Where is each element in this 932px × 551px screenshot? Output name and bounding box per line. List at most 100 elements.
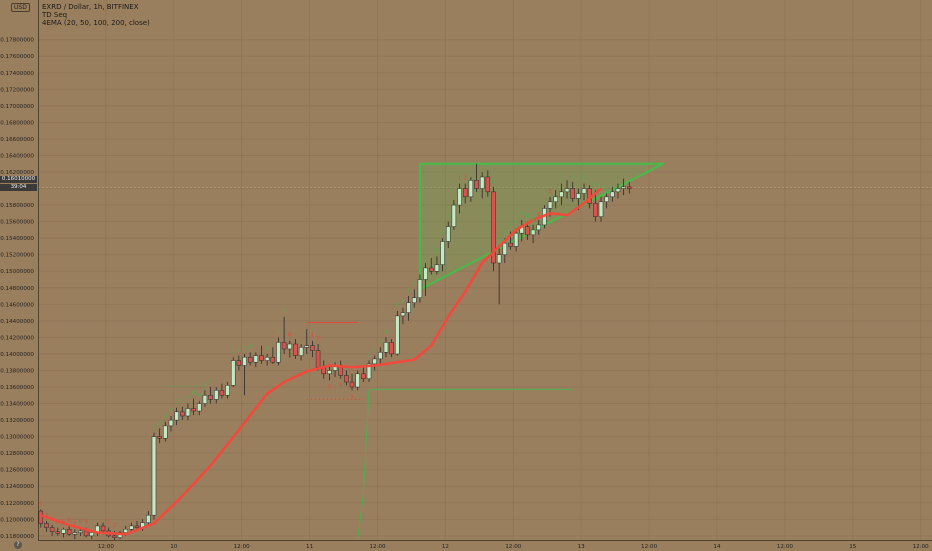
time-tick-label: 13	[578, 544, 586, 550]
td-count-label: 2	[113, 523, 117, 529]
td-count-label: 3	[497, 238, 501, 244]
td-count-label: 4	[248, 344, 252, 350]
td-count-label: 1	[367, 353, 371, 359]
price-tick-label: 0.14600000	[0, 302, 34, 308]
td-count-label: 7	[282, 309, 286, 315]
candle-body	[112, 535, 117, 538]
td-count-label: 4	[594, 182, 598, 188]
price-tick-label: 0.14200000	[0, 335, 34, 341]
td-count-label: 5	[350, 394, 354, 400]
td-count-label: 1	[152, 424, 156, 430]
time-tick-label: 12:00	[777, 544, 794, 550]
candle-body	[202, 395, 208, 404]
td-count-label: 1	[203, 382, 207, 388]
bar-countdown-badge: 39:04	[0, 184, 37, 191]
td-count-label: 3	[379, 339, 383, 345]
candle-body	[38, 510, 44, 524]
td-count-label: 2	[463, 176, 467, 182]
candle-body	[230, 360, 236, 386]
candle-body	[355, 373, 360, 388]
last-price-badge: 0.16010000	[0, 176, 37, 183]
time-tick-label: 12:00	[505, 544, 522, 550]
td-count-label: 9	[84, 520, 88, 526]
candle-body	[281, 342, 287, 350]
candle-body	[525, 226, 530, 236]
candle-body	[349, 381, 355, 388]
candle-body	[485, 176, 491, 193]
candle-body	[208, 395, 213, 400]
td-count-label: 8	[79, 520, 83, 526]
candle-body	[536, 224, 541, 231]
candle-body	[253, 355, 259, 363]
candle-body	[151, 436, 157, 516]
td-count-label: 8	[526, 214, 530, 220]
candle-body	[627, 186, 632, 189]
candle-body	[344, 375, 349, 383]
td-count-label: 7	[407, 288, 411, 294]
candle-body	[180, 411, 185, 417]
time-tick-label: 12:00	[234, 544, 251, 550]
currency-badge[interactable]: USD	[11, 3, 30, 12]
price-tick-label: 0.17200000	[0, 87, 34, 93]
triangle-pattern	[418, 162, 665, 291]
price-tick-label: 0.17800000	[0, 38, 34, 44]
td-count-label: 2	[441, 230, 445, 236]
help-icon[interactable]: ?	[14, 541, 22, 549]
candle-body	[287, 343, 293, 350]
indicator-td-seq[interactable]: TD Seq	[42, 11, 68, 19]
candle-body	[598, 201, 604, 217]
candle-body	[462, 188, 468, 198]
indicator-4ema[interactable]: 4EMA (20, 50, 100, 200, close)	[42, 19, 150, 27]
candle-body	[242, 356, 247, 366]
td-count-label: 5	[605, 186, 609, 192]
td-count-label: 2	[237, 348, 241, 354]
price-tick-label: 0.13200000	[0, 418, 34, 424]
candle-body	[451, 204, 457, 227]
price-tick-label: 0.12600000	[0, 468, 34, 474]
price-tick-label: 0.16800000	[0, 120, 34, 126]
td-count-label: 8	[288, 333, 292, 339]
candle-body	[293, 343, 298, 356]
td-count-label: 2	[45, 513, 49, 519]
td-count-label: 3	[446, 214, 450, 220]
candle-body	[457, 188, 462, 206]
price-tick-label: 0.13400000	[0, 402, 34, 408]
candle-body	[502, 242, 508, 255]
candle-body	[440, 241, 445, 265]
time-tick-label: 12:00	[98, 544, 115, 550]
candle-body	[621, 186, 626, 189]
td-count-label: 3	[582, 176, 586, 182]
td-count-label: 6	[181, 399, 185, 405]
symbol-title[interactable]: EXRD / Dollar, 1h, BITFINEX	[42, 3, 139, 11]
td-count-label: 1	[458, 176, 462, 182]
candle-body	[530, 229, 536, 236]
candle-body	[247, 356, 253, 363]
price-axis[interactable]	[0, 0, 39, 540]
candle-body	[55, 531, 61, 534]
candle-body	[214, 390, 219, 400]
candle-body	[366, 363, 372, 379]
td-count-label: 2	[209, 379, 213, 385]
price-tick-label: 0.16200000	[0, 170, 34, 176]
candle-body	[61, 528, 66, 534]
td-count-label: 3	[243, 346, 247, 352]
td-count-label: 5	[509, 224, 513, 230]
candle-body	[383, 342, 389, 353]
candle-body	[327, 370, 332, 375]
price-tick-label: 0.17600000	[0, 54, 34, 60]
td-count-label: 2	[373, 348, 377, 354]
price-tick-label: 0.14000000	[0, 352, 34, 358]
td-count-label: 1	[107, 520, 111, 526]
candle-body	[372, 358, 377, 365]
candle-body	[315, 350, 321, 368]
td-count-label: 7	[520, 212, 524, 218]
time-axis[interactable]	[38, 540, 932, 551]
td-count-label: 9	[418, 267, 422, 273]
candle-body	[259, 355, 264, 361]
candle-body	[610, 191, 615, 198]
candle-body	[66, 528, 72, 535]
candle-body	[389, 342, 394, 355]
candle-body	[434, 264, 440, 272]
td-count-label: 3	[328, 384, 332, 390]
